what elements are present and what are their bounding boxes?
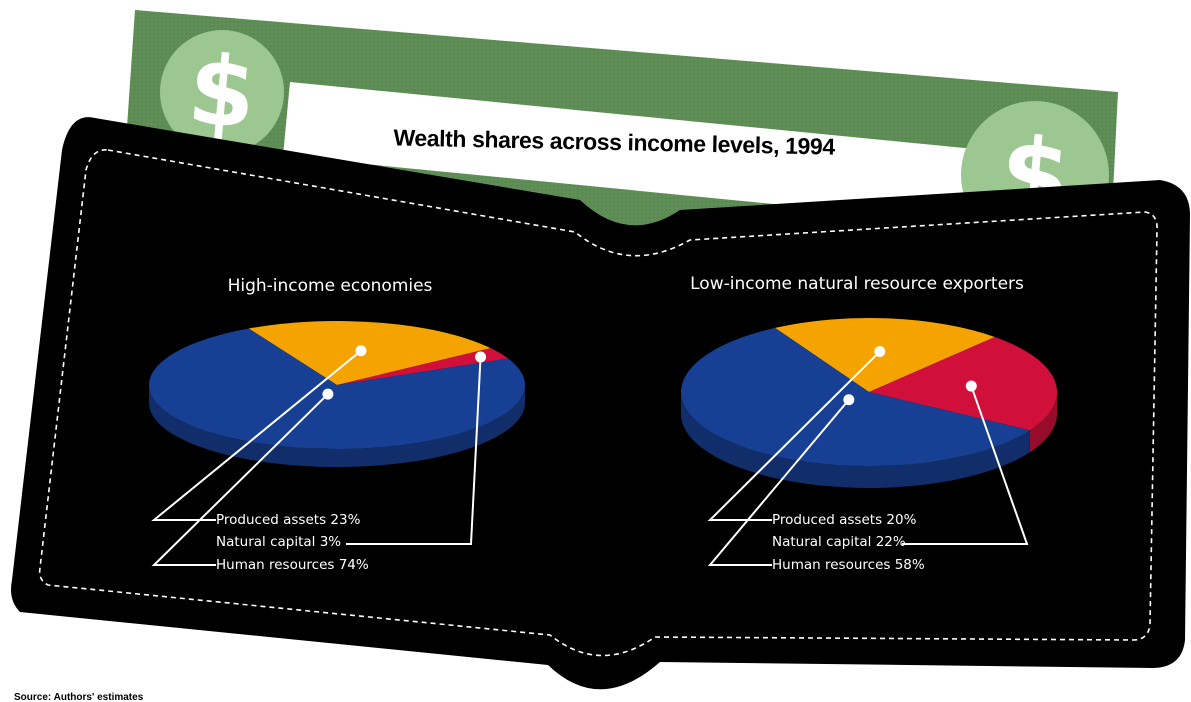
- leader-line: [707, 350, 881, 521]
- pie-slice-side: [680, 392, 1030, 489]
- pie-slice-human-resources: [149, 328, 525, 449]
- wallet-body: [11, 117, 1190, 690]
- bill-inner-panel: [283, 82, 985, 224]
- pie-slice-natural-capital: [869, 337, 1057, 431]
- pie-slice-produced-assets: [248, 321, 491, 385]
- charts-group: High-income economies Produced assets 23%…: [149, 274, 1057, 573]
- leader-dot: [355, 345, 367, 357]
- leader-dot: [322, 388, 334, 400]
- dollar-sign-icon: $: [184, 33, 260, 150]
- slice-label: Produced assets 23%: [216, 512, 361, 528]
- dollar-seal-left: [160, 30, 284, 154]
- pie-slice-natural-capital: [337, 348, 509, 385]
- leader-dot: [475, 351, 487, 363]
- pie-slice-human-resources: [680, 327, 1030, 466]
- slice-label: Natural capital 22%: [772, 534, 906, 550]
- pie-chart-2: Low-income natural resource exporters Pro…: [680, 274, 1057, 573]
- pie-slice-produced-assets: [775, 318, 995, 392]
- leader-line: [707, 399, 850, 566]
- slice-label: Produced assets 20%: [772, 512, 917, 528]
- slice-label: Human resources 74%: [216, 557, 369, 573]
- chart-title: High-income economies: [228, 276, 433, 296]
- chart-title: Low-income natural resource exporters: [690, 274, 1024, 294]
- leader-dot: [965, 380, 977, 392]
- leader-dot: [874, 346, 886, 358]
- source-note: Source: Authors' estimates: [14, 692, 144, 702]
- slice-label: Human resources 58%: [772, 557, 925, 573]
- leader-dot: [843, 394, 855, 406]
- slice-label: Natural capital 3%: [216, 534, 341, 550]
- leader-line: [151, 349, 362, 521]
- pie-chart-1: High-income economies Produced assets 23%…: [149, 276, 525, 573]
- pie-slice-side: [1029, 392, 1057, 453]
- pie-depth: [680, 392, 1057, 489]
- leader-line: [902, 385, 1029, 545]
- leader-line: [151, 393, 329, 566]
- leader-line: [346, 356, 482, 545]
